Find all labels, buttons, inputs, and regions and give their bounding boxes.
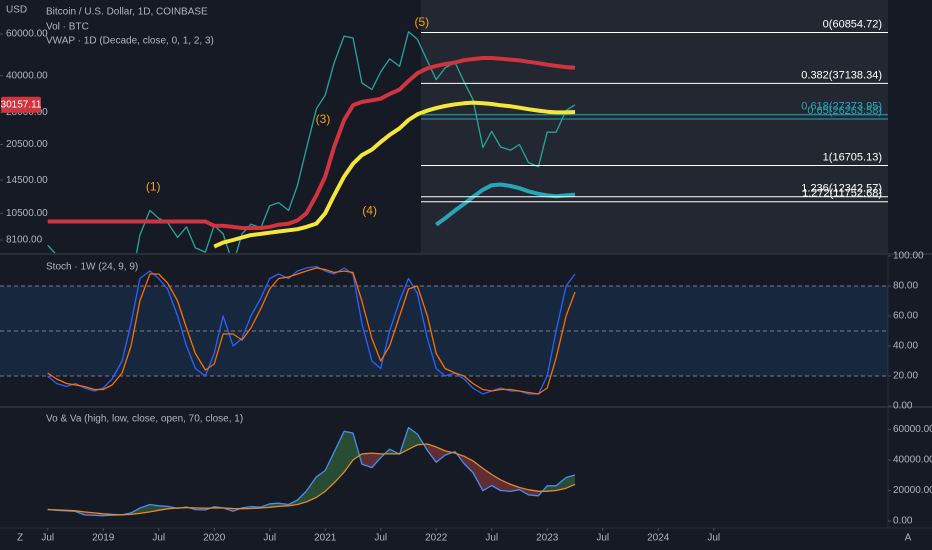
y-tick-label: 20000.00 [893, 485, 932, 496]
toolbar-button[interactable]: A [905, 533, 912, 544]
band-fill [361, 453, 372, 468]
fib-label: 0.618(27373.95) [801, 101, 882, 113]
y-tick-label: 8100.00 [6, 235, 43, 246]
y-tick-label: 40000.00 [6, 70, 48, 81]
x-tick-label: 2021 [314, 533, 337, 544]
y-tick-label: 40.00 [893, 341, 918, 352]
pane-title: Vo & Va (high, low, close, open, 70, clo… [46, 414, 243, 425]
band-fill [325, 452, 335, 492]
pane [0, 265, 888, 395]
band-fill [306, 476, 317, 502]
y-tick-label: 60000.00 [6, 29, 48, 40]
series-line [47, 265, 576, 395]
band-fill [547, 485, 557, 492]
band-fill [427, 443, 437, 463]
series-line [47, 31, 576, 253]
x-tick-label: Jul [41, 533, 54, 544]
x-tick-label: 2020 [203, 533, 226, 544]
wave-label: (3) [316, 112, 331, 126]
band-fill [149, 504, 159, 512]
band-fill [500, 479, 511, 492]
price-tag-label: 30157.11 [1, 99, 42, 110]
indicator-label: Vol · BTC [46, 22, 89, 33]
y-tick-label: 40000.00 [893, 455, 932, 466]
fib-label: 0.382(37138.34) [801, 69, 882, 81]
series-line [47, 267, 576, 395]
y-tick-label: 0.00 [893, 401, 913, 412]
series-line [47, 426, 576, 517]
y-tick-label: 14500.00 [6, 175, 48, 186]
series-line [47, 443, 576, 516]
y-tick-label: 20500.00 [6, 139, 48, 150]
series-line [435, 182, 576, 227]
x-tick-label: Jul [596, 533, 609, 544]
x-tick-label: Jul [374, 533, 387, 544]
x-tick-label: Jul [485, 533, 498, 544]
wave-label: (4) [362, 204, 377, 218]
x-tick-label: Jul [707, 533, 720, 544]
fib-label: 1(16705.13) [823, 151, 882, 163]
band-fill [316, 470, 326, 498]
y-tick-label: 100.00 [893, 251, 924, 262]
series-line [47, 56, 576, 230]
band-fill [556, 477, 567, 491]
y-tick-label: 60.00 [893, 311, 918, 322]
fib-label: 1.272(11752.68) [802, 188, 882, 200]
toolbar-button[interactable]: Z [17, 533, 23, 544]
x-tick-label: 2023 [536, 533, 559, 544]
pane-title: Bitcoin / U.S. Dollar, 1D, COINBASE [46, 7, 208, 18]
indicator-label: VWAP · 1D (Decade, close, 0, 1, 2, 3) [46, 36, 214, 47]
wave-label: (1) [146, 180, 161, 194]
x-tick-label: Jul [263, 533, 276, 544]
band-fill [334, 431, 345, 483]
x-tick-label: Jul [152, 533, 165, 544]
band-fill [297, 490, 307, 505]
pane-title: Stoch · 1W (24, 9, 9) [46, 262, 138, 273]
wave-label: (5) [414, 15, 429, 29]
band-fill [482, 468, 492, 491]
band-fill [139, 504, 150, 514]
currency-label: USD [6, 5, 27, 16]
fib-label: 0(60854.72) [823, 18, 882, 30]
band-fill [371, 453, 381, 468]
series-line [213, 100, 576, 249]
band-fill [472, 460, 483, 491]
fib-label: 1.236(12342.57) [801, 183, 882, 195]
y-tick-label: 10500.00 [6, 208, 48, 219]
y-tick-label: 80.00 [893, 281, 918, 292]
pane [47, 426, 576, 517]
y-tick-label: 20.00 [893, 371, 918, 382]
pane [47, 31, 888, 253]
fib-zone [421, 0, 888, 253]
y-tick-label: 0.00 [893, 516, 913, 527]
x-tick-label: 2022 [425, 533, 448, 544]
x-tick-label: 2024 [647, 533, 670, 544]
fib-label: 0.65(26263.58) [807, 105, 882, 117]
band-fill [436, 447, 446, 463]
price-tag [1, 96, 41, 113]
x-tick-label: 2019 [92, 533, 115, 544]
y-tick-label: 60000.00 [893, 424, 932, 435]
